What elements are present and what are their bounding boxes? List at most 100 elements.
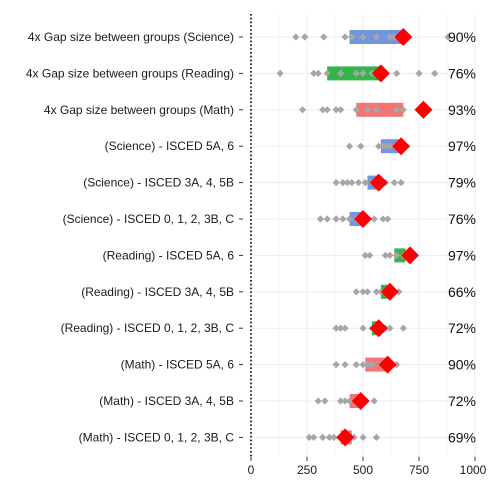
row-label: (Math) - ISCED 5A, 6 xyxy=(121,358,235,372)
data-point xyxy=(372,433,381,441)
chart-row: (Science) - ISCED 0, 1, 2, 3B, C 76% xyxy=(63,210,476,228)
data-point xyxy=(310,433,318,441)
data-point xyxy=(319,106,327,114)
percent-label: 72% xyxy=(448,320,476,336)
percent-label: 79% xyxy=(448,175,476,191)
data-point xyxy=(337,397,345,405)
data-point xyxy=(399,106,407,114)
data-point xyxy=(341,324,349,332)
data-point xyxy=(352,361,360,369)
data-point xyxy=(352,69,360,77)
data-point xyxy=(323,106,331,114)
data-point xyxy=(323,69,331,77)
percent-label: 97% xyxy=(448,138,476,154)
data-point xyxy=(292,33,300,41)
marker-diamond xyxy=(392,137,411,156)
data-point xyxy=(384,215,392,223)
row-label: 4x Gap size between groups (Math) xyxy=(44,103,234,117)
data-point xyxy=(359,288,367,296)
data-point xyxy=(341,361,349,369)
row-label: (Reading) - ISCED 3A, 4, 5B xyxy=(81,285,234,299)
row-label: (Science) - ISCED 0, 1, 2, 3B, C xyxy=(63,212,235,226)
data-point xyxy=(343,179,351,187)
percent-label: 69% xyxy=(448,429,476,445)
data-point xyxy=(348,33,356,41)
data-point xyxy=(361,251,369,259)
x-axis: 0 250 500 750 1000 xyxy=(248,457,487,477)
data-point xyxy=(341,33,349,41)
percent-label: 97% xyxy=(448,247,476,263)
data-point xyxy=(393,69,401,77)
data-point xyxy=(348,179,356,187)
marker-diamond xyxy=(414,100,433,119)
x-tick-label: 1000 xyxy=(460,463,487,477)
data-point xyxy=(366,251,374,259)
row-label: (Reading) - ISCED 5A, 6 xyxy=(103,248,235,262)
marker-diamond xyxy=(351,392,370,410)
data-point xyxy=(323,215,331,223)
percent-label: 72% xyxy=(448,393,476,409)
data-point xyxy=(337,69,345,77)
chart-row: (Science) - ISCED 3A, 4, 5B 79% xyxy=(83,173,476,192)
chart-row: (Reading) - ISCED 3A, 4, 5B 66% xyxy=(81,282,476,301)
data-point xyxy=(386,142,394,150)
chart-rows: 4x Gap size between groups (Science) 90%4… xyxy=(26,28,476,447)
data-point xyxy=(368,361,376,369)
data-point xyxy=(386,33,394,41)
data-point xyxy=(301,33,309,41)
data-point xyxy=(359,69,367,77)
data-point xyxy=(390,179,398,187)
data-point xyxy=(354,179,363,187)
data-point xyxy=(444,33,452,41)
data-point xyxy=(352,288,360,296)
data-point xyxy=(345,397,354,405)
data-point xyxy=(332,106,340,114)
data-point xyxy=(357,142,365,150)
chart-row: 4x Gap size between groups (Reading) 76% xyxy=(26,64,476,83)
marker-diamond xyxy=(369,319,388,338)
data-point xyxy=(370,215,378,223)
data-point xyxy=(381,142,389,150)
chart-row: (Math) - ISCED 5A, 6 90% xyxy=(121,355,476,374)
data-point xyxy=(415,69,423,77)
row-label: (Science) - ISCED 3A, 4, 5B xyxy=(83,176,234,190)
percent-label: 76% xyxy=(448,211,476,227)
chart-row: 4x Gap size between groups (Math) 93% xyxy=(44,100,476,119)
x-tick-label: 500 xyxy=(353,463,373,477)
data-point xyxy=(375,142,383,150)
x-tick-label: 750 xyxy=(409,463,429,477)
data-point xyxy=(363,288,372,296)
chart-row: (Reading) - ISCED 5A, 6 97% xyxy=(103,246,476,265)
data-point xyxy=(325,433,333,441)
data-point xyxy=(372,106,381,114)
marker-diamond xyxy=(380,282,399,301)
data-point xyxy=(393,251,401,259)
marker-diamond xyxy=(378,355,397,374)
data-point xyxy=(379,215,387,223)
data-point xyxy=(361,179,369,187)
marker-diamond xyxy=(371,64,390,83)
chart-row: (Science) - ISCED 5A, 6 97% xyxy=(105,137,476,156)
data-point xyxy=(339,215,347,223)
chart-row: (Reading) - ISCED 0, 1, 2, 3B, C 72% xyxy=(61,319,476,338)
data-point xyxy=(310,69,318,77)
marker-diamond xyxy=(354,210,372,228)
data-point xyxy=(330,433,338,441)
data-point xyxy=(321,397,329,405)
percent-label: 90% xyxy=(448,29,476,45)
data-point xyxy=(305,433,313,441)
data-point xyxy=(399,324,407,332)
percent-label: 90% xyxy=(448,357,476,373)
data-point xyxy=(370,397,378,405)
percent-label: 93% xyxy=(448,102,476,118)
data-point xyxy=(397,179,405,187)
data-point xyxy=(332,215,340,223)
chart-row: (Math) - ISCED 0, 1, 2, 3B, C 69% xyxy=(79,428,476,447)
marker-diamond xyxy=(369,173,388,192)
data-point xyxy=(332,324,340,332)
data-point xyxy=(345,215,354,223)
marker-diamond xyxy=(336,428,355,447)
data-point xyxy=(372,288,381,296)
grid xyxy=(250,14,476,457)
